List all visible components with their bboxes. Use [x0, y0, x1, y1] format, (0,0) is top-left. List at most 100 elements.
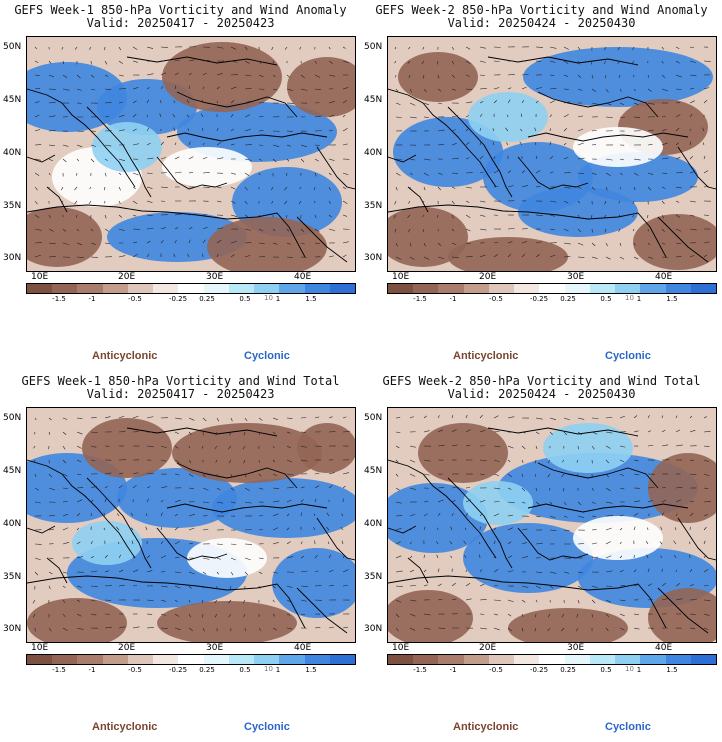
anticyclonic-label: Anticyclonic — [453, 350, 519, 362]
wind-vector — [591, 74, 594, 79]
wind-vector — [534, 142, 537, 146]
wind-vector — [563, 255, 571, 258]
wind-vector — [675, 598, 683, 601]
wind-vector — [562, 487, 565, 492]
wind-vector — [479, 46, 486, 49]
wind-vector — [90, 499, 94, 503]
wind-vector — [48, 158, 53, 162]
coastline — [27, 154, 56, 163]
coastline — [166, 582, 306, 629]
latitude-label: 35N — [3, 201, 22, 211]
longitude-label: 10E — [31, 272, 49, 282]
wind-vector — [423, 256, 430, 260]
colorbar-tick-label: -1 — [88, 666, 96, 674]
colorbar-tick-label: 1.5 — [305, 666, 317, 674]
wind-vector — [258, 585, 261, 589]
wind-vector — [408, 74, 411, 79]
wind-vector — [286, 487, 294, 489]
wind-vector — [407, 60, 411, 64]
wind-vector — [160, 555, 167, 559]
wind-vector — [577, 515, 585, 519]
wind-vector — [299, 46, 302, 50]
wind-vector — [299, 186, 302, 190]
wind-vector — [437, 242, 442, 246]
wind-vector — [76, 158, 80, 162]
wind-vector — [633, 116, 641, 118]
wind-vector — [174, 417, 182, 420]
wind-vector — [674, 554, 677, 559]
wind-vector — [535, 155, 538, 160]
wind-vector — [563, 186, 571, 189]
wind-vector — [76, 585, 82, 588]
longitude-label: 40E — [655, 272, 673, 282]
wind-vector — [328, 431, 336, 433]
wind-vector — [591, 487, 594, 491]
wind-vector — [342, 172, 349, 176]
wind-vector — [314, 214, 317, 219]
coastline — [527, 582, 667, 629]
wind-vector — [521, 627, 524, 632]
wind-vector — [507, 241, 513, 244]
wind-vector — [619, 613, 625, 617]
wind-vector — [230, 254, 235, 258]
wind-vector — [451, 582, 456, 587]
wind-vector — [216, 239, 222, 244]
vorticity-region — [92, 122, 162, 172]
wind-vector — [479, 541, 481, 545]
wind-vector — [465, 74, 470, 77]
wind-vector — [451, 214, 454, 219]
wind-vector — [104, 186, 106, 191]
wind-vector — [62, 88, 70, 91]
anticyclonic-label: Anticyclonic — [92, 350, 158, 362]
map-frame — [387, 407, 717, 643]
wind-vector — [437, 129, 445, 132]
wind-vector — [689, 214, 695, 217]
wind-vector — [521, 431, 526, 434]
wind-vector — [437, 102, 443, 105]
wind-vector — [689, 512, 694, 517]
wind-vector — [188, 239, 191, 244]
wind-vector — [286, 445, 291, 449]
wind-vector — [619, 541, 622, 545]
wind-vector — [327, 541, 330, 545]
wind-vector — [549, 228, 555, 231]
wind-vector — [230, 100, 235, 104]
wind-vector — [479, 459, 487, 462]
wind-vector — [703, 627, 709, 630]
wind-vector — [118, 569, 124, 573]
wind-vector — [591, 186, 595, 191]
wind-vector — [604, 228, 607, 233]
wind-vector — [118, 214, 123, 218]
vorticity-region — [388, 207, 468, 267]
wind-vector — [326, 512, 330, 517]
wind-vector — [577, 115, 584, 118]
wind-vector — [689, 141, 692, 146]
wind-vector — [493, 555, 496, 559]
wind-vector — [118, 46, 122, 51]
wind-vector — [437, 74, 440, 79]
wind-vector — [314, 570, 319, 573]
wind-vector — [547, 627, 551, 632]
wind-vector — [202, 59, 210, 62]
wind-vector — [519, 141, 523, 146]
wind-vector — [423, 415, 427, 419]
wind-vector — [521, 487, 526, 492]
wind-vector — [563, 200, 569, 204]
wind-vector — [547, 459, 551, 464]
wind-vector — [76, 627, 84, 630]
colorbar-cell — [254, 284, 280, 293]
wind-vector — [90, 459, 96, 462]
wind-vector — [507, 73, 515, 76]
wind-vector — [451, 200, 455, 205]
wind-vector — [62, 542, 70, 545]
wind-vector — [437, 568, 440, 573]
wind-vector — [563, 571, 570, 574]
wind-vector — [534, 473, 537, 477]
wind-vector — [90, 513, 92, 517]
wind-vector — [507, 555, 513, 559]
wind-vector — [188, 513, 196, 517]
wind-vector — [661, 512, 664, 517]
longitude-label: 10E — [392, 643, 410, 653]
wind-vector — [479, 171, 484, 174]
wind-vector — [395, 158, 403, 161]
